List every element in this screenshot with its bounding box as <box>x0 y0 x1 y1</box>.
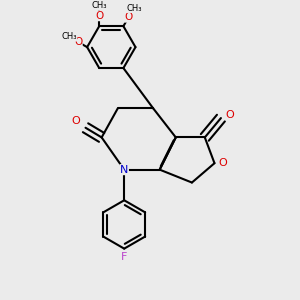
Text: CH₃: CH₃ <box>92 1 107 10</box>
Text: O: O <box>226 110 234 120</box>
Text: O: O <box>95 11 103 21</box>
Text: CH₃: CH₃ <box>126 4 142 13</box>
Text: CH₃: CH₃ <box>61 32 77 41</box>
Text: O: O <box>71 116 80 126</box>
Text: O: O <box>124 12 133 22</box>
Text: N: N <box>120 165 128 175</box>
Text: O: O <box>218 158 227 168</box>
Text: O: O <box>74 37 82 47</box>
Text: F: F <box>121 252 128 262</box>
